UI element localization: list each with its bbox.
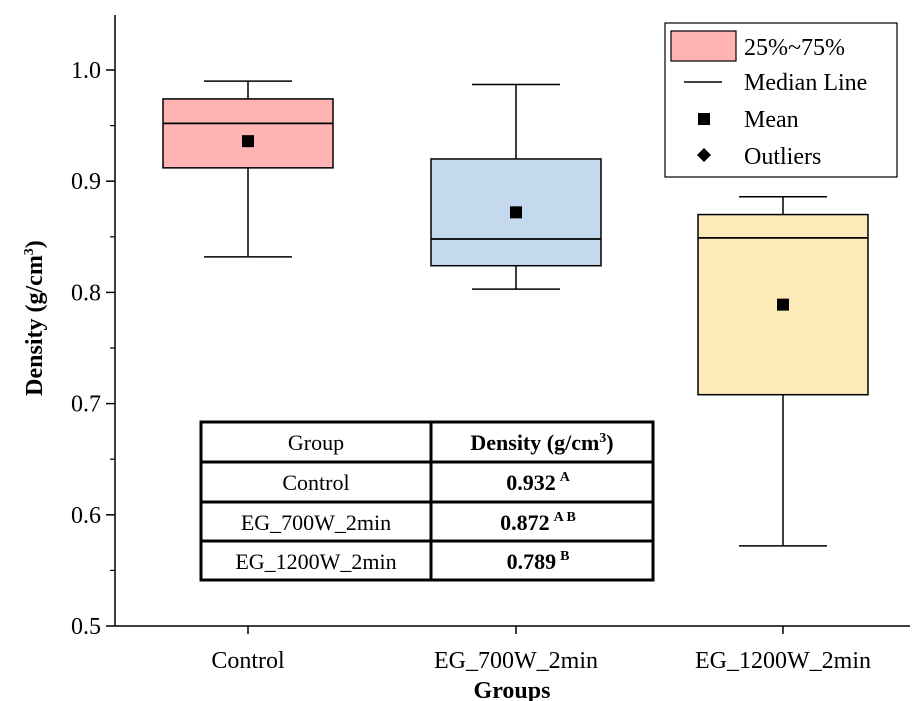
y-tick-label: 0.7 (71, 392, 101, 418)
box-group (162, 80, 334, 258)
table-cell-group: Control (282, 470, 349, 495)
mean-marker (242, 135, 254, 148)
mean-marker (777, 298, 789, 311)
y-tick-label: 0.6 (71, 503, 101, 529)
table-cell-group: EG_700W_2min (241, 510, 391, 535)
y-tick-label: 0.8 (71, 280, 101, 306)
table-cell-density: 0.932 A (506, 470, 571, 495)
box-group (697, 196, 869, 547)
legend-label-mean: Mean (744, 107, 799, 133)
x-ticks: Control EG_700W_2min EG_1200W_2min (211, 626, 871, 674)
legend-box-swatch (670, 30, 737, 62)
table-cell-density: 0.872 A B (500, 510, 576, 535)
x-axis-title: Groups (474, 678, 551, 701)
y-axis-title: Density (g/cm3) (22, 240, 48, 396)
y-ticks: 0.5 0.6 0.7 0.8 0.9 1.0 (71, 58, 115, 640)
legend-label-median: Median Line (744, 70, 867, 96)
x-tick-label: EG_700W_2min (434, 648, 598, 674)
boxes (162, 80, 869, 547)
box-group (430, 83, 602, 290)
summary-table: Group Density (g/cm3) Control 0.932 A EG_… (199, 420, 655, 582)
iqr-box (162, 98, 334, 169)
y-tick-label: 0.9 (71, 169, 101, 195)
legend-mean-swatch (698, 113, 710, 125)
legend-outlier-swatch (697, 148, 711, 162)
table-header-group: Group (288, 430, 344, 455)
table-cell-group: EG_1200W_2min (235, 549, 396, 574)
legend-label-box: 25%~75% (744, 35, 845, 61)
y-tick-label: 0.5 (71, 614, 101, 640)
table-header-density: Density (g/cm3) (470, 430, 613, 455)
mean-marker (510, 206, 522, 219)
legend-label-outliers: Outliers (744, 144, 821, 170)
x-tick-label: Control (211, 648, 285, 674)
table-cell-density: 0.789 B (507, 549, 570, 574)
x-tick-label: EG_1200W_2min (695, 648, 871, 674)
legend: 25%~75% Median Line Mean Outliers (664, 22, 898, 178)
y-tick-label: 1.0 (71, 58, 101, 84)
